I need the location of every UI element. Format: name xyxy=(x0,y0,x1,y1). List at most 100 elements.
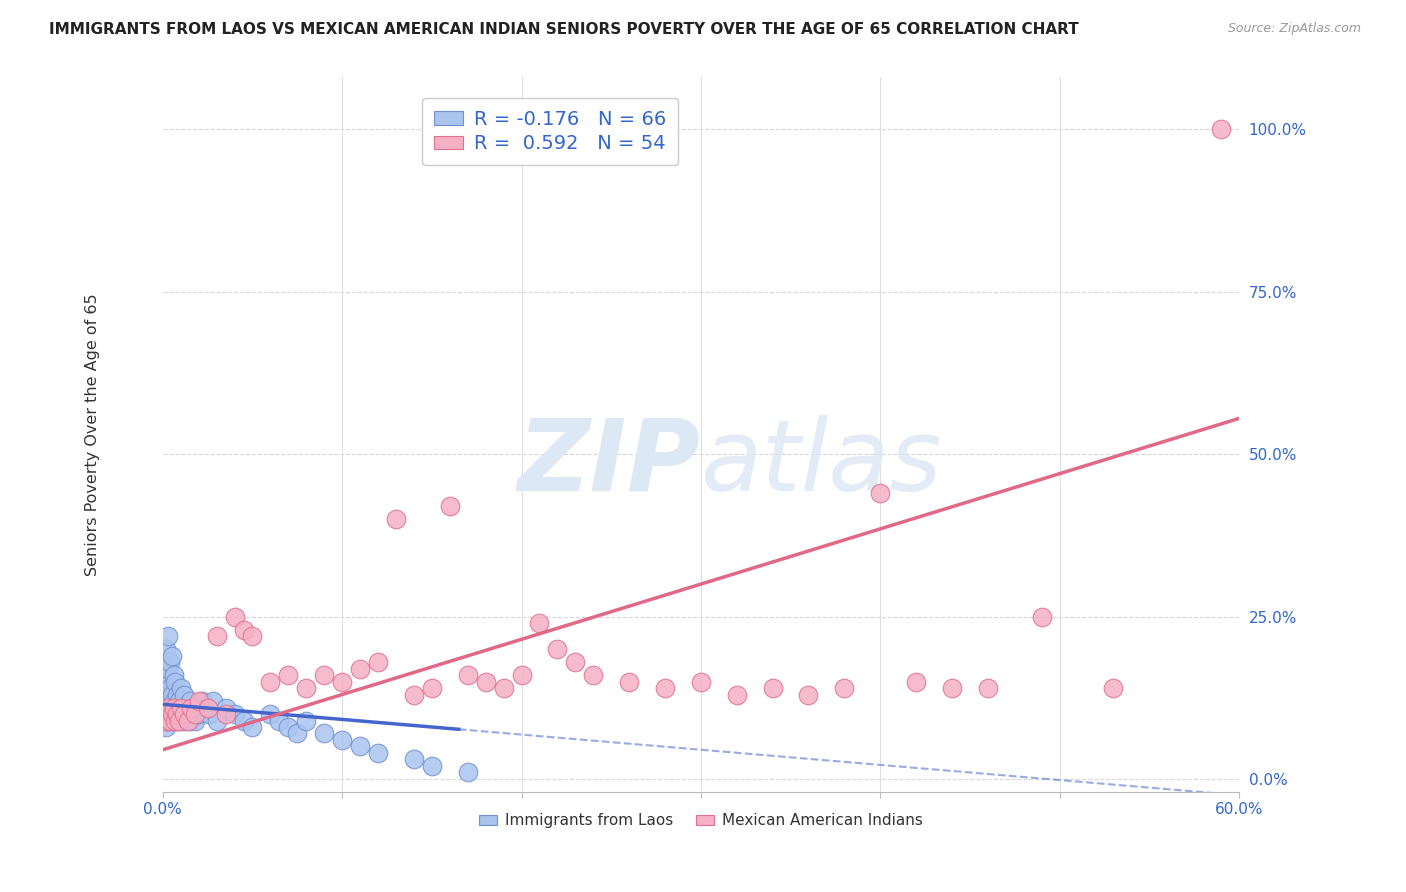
Point xyxy=(420,759,443,773)
Point xyxy=(160,688,183,702)
Point xyxy=(165,714,187,728)
Point xyxy=(941,681,963,695)
Point xyxy=(162,668,184,682)
Point xyxy=(198,706,221,721)
Point xyxy=(157,688,180,702)
Point xyxy=(157,661,180,675)
Point xyxy=(155,642,177,657)
Point xyxy=(269,714,291,728)
Point xyxy=(165,674,187,689)
Point xyxy=(187,694,209,708)
Point xyxy=(172,700,194,714)
Point xyxy=(420,681,443,695)
Point xyxy=(187,706,209,721)
Point xyxy=(330,733,353,747)
Point xyxy=(165,700,187,714)
Point xyxy=(157,714,180,728)
Point xyxy=(180,706,202,721)
Point xyxy=(834,681,856,695)
Text: IMMIGRANTS FROM LAOS VS MEXICAN AMERICAN INDIAN SENIORS POVERTY OVER THE AGE OF : IMMIGRANTS FROM LAOS VS MEXICAN AMERICAN… xyxy=(49,22,1078,37)
Point xyxy=(564,655,586,669)
Point xyxy=(153,714,176,728)
Point xyxy=(546,642,568,657)
Point xyxy=(314,726,336,740)
Point xyxy=(259,706,281,721)
Point xyxy=(905,674,928,689)
Point xyxy=(153,706,176,721)
Point xyxy=(153,668,176,682)
Point xyxy=(166,706,188,721)
Text: ZIP: ZIP xyxy=(517,415,700,512)
Point xyxy=(155,674,177,689)
Point xyxy=(492,681,515,695)
Point xyxy=(179,714,201,728)
Point xyxy=(654,681,676,695)
Point xyxy=(1102,681,1125,695)
Point xyxy=(205,714,228,728)
Point xyxy=(157,629,180,643)
Point xyxy=(457,765,479,780)
Point xyxy=(285,726,308,740)
Legend: Immigrants from Laos, Mexican American Indians: Immigrants from Laos, Mexican American I… xyxy=(472,807,929,834)
Point xyxy=(153,694,176,708)
Point xyxy=(160,714,183,728)
Y-axis label: Seniors Poverty Over the Age of 65: Seniors Poverty Over the Age of 65 xyxy=(86,293,100,576)
Point xyxy=(367,655,389,669)
Point xyxy=(184,706,207,721)
Point xyxy=(155,706,177,721)
Point xyxy=(762,681,785,695)
Point xyxy=(173,706,195,721)
Point xyxy=(180,700,202,714)
Point xyxy=(869,486,891,500)
Point xyxy=(170,706,193,721)
Point xyxy=(295,681,318,695)
Point xyxy=(159,694,181,708)
Point xyxy=(402,688,425,702)
Point xyxy=(153,681,176,695)
Point xyxy=(977,681,1000,695)
Point xyxy=(167,714,190,728)
Point xyxy=(177,700,200,714)
Point xyxy=(1209,122,1232,136)
Point xyxy=(582,668,605,682)
Point xyxy=(349,739,371,754)
Point xyxy=(167,694,190,708)
Point xyxy=(232,714,254,728)
Point xyxy=(179,694,201,708)
Point xyxy=(165,714,187,728)
Point xyxy=(166,706,188,721)
Point xyxy=(510,668,533,682)
Point xyxy=(157,700,180,714)
Point xyxy=(174,706,197,721)
Point xyxy=(170,681,193,695)
Point xyxy=(1031,609,1053,624)
Text: Source: ZipAtlas.com: Source: ZipAtlas.com xyxy=(1227,22,1361,36)
Point xyxy=(173,688,195,702)
Point xyxy=(385,512,408,526)
Point xyxy=(232,623,254,637)
Point xyxy=(160,648,183,663)
Point xyxy=(194,700,217,714)
Point xyxy=(224,609,246,624)
Point xyxy=(295,714,318,728)
Point xyxy=(725,688,748,702)
Point xyxy=(159,714,181,728)
Point xyxy=(402,752,425,766)
Point xyxy=(457,668,479,682)
Point xyxy=(160,706,183,721)
Point xyxy=(439,499,461,513)
Point xyxy=(155,706,177,721)
Point xyxy=(330,674,353,689)
Point xyxy=(214,706,236,721)
Point xyxy=(367,746,389,760)
Point xyxy=(155,694,177,708)
Point xyxy=(159,681,181,695)
Point xyxy=(277,668,299,682)
Point xyxy=(167,714,190,728)
Point xyxy=(277,720,299,734)
Point xyxy=(205,629,228,643)
Point xyxy=(170,700,193,714)
Point xyxy=(166,688,188,702)
Point xyxy=(349,661,371,675)
Point xyxy=(474,674,496,689)
